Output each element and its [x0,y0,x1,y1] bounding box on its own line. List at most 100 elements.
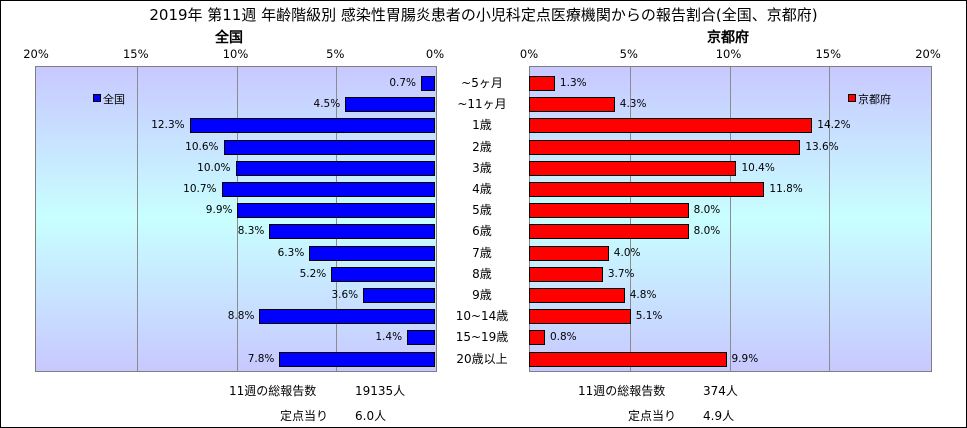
left-data-label: 0.7% [389,77,417,89]
right-data-label: 11.8% [769,183,803,195]
right-bar [529,288,625,303]
left-gridline [336,67,338,371]
right-legend: 京都府 [848,93,891,106]
left-bar [345,97,435,113]
category-label: 15~19歳 [455,330,509,345]
right-data-label: 5.1% [635,310,663,323]
left-per-label: 定点当り [280,409,329,423]
right-data-label: 9.9% [731,352,759,365]
right-data-label: 8.0% [693,204,721,217]
right-data-label: 4.0% [613,246,641,259]
category-label: 9歳 [472,288,492,302]
right-panel-title: 京都府 [707,30,749,46]
category-label: 2歳 [472,139,492,154]
category-label: ~11ヶ月 [457,97,507,112]
left-x-tick-label: 20% [23,47,49,61]
left-x-tick-label: 15% [122,47,149,61]
category-label: 1歳 [472,118,492,133]
left-data-label: 8.3% [237,225,265,238]
category-label: 6歳 [472,224,492,239]
right-data-label: 10.4% [741,161,775,174]
right-bar [529,266,603,282]
category-label: 8歳 [472,266,492,281]
right-bar [529,351,727,367]
right-x-tick-label: 0% [519,47,539,61]
right-gridline [829,67,831,371]
category-label: 3歳 [472,160,492,175]
right-legend-label: 京都府 [858,93,891,106]
category-label: 5歳 [472,203,492,218]
left-total-value: 19135人 [355,384,406,398]
right-data-label: 8.0% [693,225,721,238]
right-bar [529,309,631,325]
left-panel-title: 全国 [215,30,243,46]
right-bar [529,245,609,261]
left-data-label: 4.5% [313,98,341,111]
right-total-label: 11週の総報告数 [578,384,666,398]
right-bar [529,97,615,113]
left-bar [221,182,435,197]
left-data-label: 5.2% [299,267,327,280]
left-bar [363,288,435,303]
right-data-label: 4.8% [629,289,657,301]
right-bar [529,118,813,134]
left-x-tick-label: 5% [326,47,345,61]
right-legend-swatch [848,94,856,102]
left-data-label: 9.9% [205,204,233,217]
right-bar [529,224,689,240]
left-bar [421,76,435,91]
chart-title: 2019年 第11週 年齢階級別 感染性胃腸炎患者の小児科定点医療機関からの報告… [149,6,818,24]
right-data-label: 0.8% [549,331,577,344]
left-bar [237,203,435,219]
left-bar [223,139,435,155]
right-per-label: 定点当り [628,409,677,423]
right-data-label: 3.7% [607,267,635,280]
right-gridline [629,67,631,371]
right-x-tick-label: 20% [915,47,941,61]
left-data-label: 10.7% [183,183,217,195]
left-legend-label: 全国 [103,93,125,106]
left-legend: 全国 [93,93,125,106]
left-total-label: 11週の総報告数 [229,384,317,398]
left-data-label: 10.0% [197,161,231,174]
left-data-label: 1.4% [375,331,403,344]
left-data-label: 8.8% [227,310,255,323]
category-label: 7歳 [472,245,492,260]
right-data-label: 13.6% [805,140,839,153]
right-total-value: 374人 [703,384,738,398]
right-bar [529,160,737,176]
right-data-label: 4.3% [619,98,647,111]
left-bar [331,266,435,282]
left-data-label: 12.3% [151,119,185,132]
right-bar [529,139,801,155]
left-gridline [236,67,238,371]
right-x-tick-label: 15% [815,47,842,61]
left-bar [309,245,435,261]
left-bar [235,160,435,176]
left-x-tick-label: 0% [425,47,445,61]
left-bar [269,224,435,240]
category-label: ~5ヶ月 [461,76,503,90]
left-data-label: 7.8% [247,352,275,365]
left-gridline [136,67,138,371]
category-label: 10~14歳 [455,309,509,324]
left-data-label: 3.6% [331,289,359,301]
left-bar [259,309,435,325]
left-bar [279,351,435,367]
right-per-value: 4.9人 [703,409,735,423]
category-label: 20歳以上 [456,351,508,366]
right-x-tick-label: 5% [619,47,638,61]
right-gridline [729,67,731,371]
left-legend-swatch [93,94,101,102]
right-bar [529,76,555,91]
right-bar [529,330,545,346]
left-x-tick-label: 10% [222,47,249,61]
left-bar [189,118,435,134]
left-bar [407,330,435,346]
left-data-label: 10.6% [185,140,219,153]
right-data-label: 1.3% [559,77,587,89]
right-x-tick-label: 10% [715,47,742,61]
right-bar [529,203,689,219]
right-bar [529,182,765,197]
category-label: 4歳 [472,182,492,196]
